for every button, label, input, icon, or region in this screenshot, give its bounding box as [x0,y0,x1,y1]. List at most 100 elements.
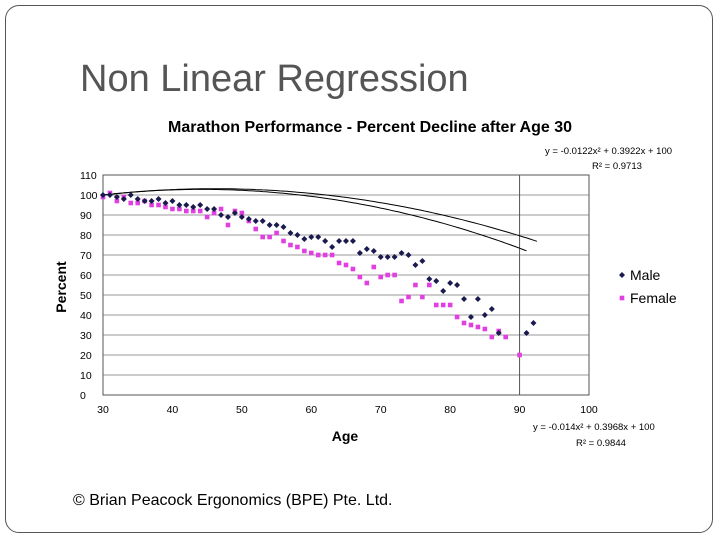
female-data-point [260,234,265,240]
male-data-point [523,330,530,336]
male-data-point [190,204,197,210]
female-data-point [454,314,460,320]
female-data-point [267,234,272,240]
male-trendline-r2: R² = 0.9713 [592,161,642,172]
y-tick-label: 60 [80,270,92,282]
female-data-point [204,214,210,220]
y-tick-label: 100 [80,190,98,202]
male-data-point [440,288,447,294]
female-data-point [128,200,134,206]
x-tick-label: 50 [236,404,248,416]
female-data-point [433,302,439,308]
female-data-point [517,352,522,358]
female-data-point [413,282,418,288]
female-trendline-r2: R² = 0.9844 [576,438,626,449]
female-data-point [336,260,342,266]
female-data-point [239,210,245,216]
female-data-point [440,302,446,308]
chart-title: Marathon Performance - Percent Decline a… [168,119,572,136]
male-data-point [162,200,169,206]
male-data-point [315,234,322,240]
female-data-point [420,294,425,300]
female-data-point [475,324,481,330]
y-tick-label: 110 [80,170,97,182]
female-data-point [170,206,175,212]
male-data-point [113,194,120,200]
female-data-point [302,248,307,254]
male-data-point [266,222,273,228]
male-data-point [412,262,419,268]
male-data-point [148,198,155,204]
male-data-point [218,212,225,218]
male-data-point [245,216,252,222]
male-data-point [454,282,461,288]
female-trendline-equation: y = -0.014x² + 0.3968x + 100 [533,422,655,433]
female-data-point [184,208,189,214]
female-data-point [399,298,404,304]
x-axis-label: Age [332,428,359,444]
female-data-point [253,226,259,232]
female-data-point [288,242,293,248]
female-data-point [427,282,432,288]
male-data-point [426,276,433,282]
male-data-point [155,196,162,202]
female-data-point [482,326,488,332]
male-data-point [343,238,349,244]
male-data-point [211,206,218,212]
male-data-point [356,250,363,256]
female-data-point [357,274,363,280]
male-data-point [273,222,280,228]
y-tick-label: 30 [80,330,92,342]
legend-label-male: Male [630,267,661,283]
male-data-point [100,192,106,198]
male-data-point [447,280,454,286]
female-data-point [461,320,467,326]
slide-title: Non Linear Regression [80,58,469,100]
male-data-point [433,278,440,284]
female-data-point [378,274,384,280]
legend-marker-female [619,295,625,301]
female-data-point [281,238,286,244]
male-data-point [530,320,537,326]
female-data-point [468,322,474,328]
copyright-notice: © Brian Peacock Ergonomics (BPE) Pte. Lt… [73,492,393,509]
female-data-point [274,230,279,236]
x-tick-label: 70 [375,404,387,416]
female-data-point [211,210,217,216]
y-tick-label: 70 [80,250,92,262]
female-data-point [308,250,314,256]
male-data-point [252,218,259,224]
male-data-point [287,230,294,236]
female-data-point [392,272,397,278]
male-data-point [481,312,488,318]
female-data-point [135,200,141,206]
plot-area [102,174,590,396]
legend-label-female: Female [630,290,677,306]
male-data-point [474,296,481,302]
y-tick-label: 10 [80,370,92,382]
male-data-point [461,296,468,302]
y-tick-label: 40 [80,310,92,322]
female-data-point [385,272,390,278]
y-axis-label: Percent [53,261,69,313]
male-data-point [134,196,141,202]
male-data-point [197,202,204,208]
y-tick-label: 90 [80,210,92,222]
y-tick-label: 20 [80,350,92,362]
female-trendline [102,188,527,252]
male-data-point [183,202,190,208]
male-data-point [336,238,343,244]
female-data-point [406,294,411,300]
male-data-point [238,214,245,220]
male-trendline-equation: y = -0.0122x² + 0.3922x + 100 [545,146,673,157]
male-data-point [224,214,231,220]
female-data-point [218,206,224,212]
male-data-point [308,234,315,240]
male-data-point [294,232,301,238]
y-tick-label: 80 [80,230,92,242]
x-tick-label: 30 [97,404,109,416]
female-data-point [163,204,168,210]
male-data-point [301,236,308,242]
female-data-point [149,202,154,208]
